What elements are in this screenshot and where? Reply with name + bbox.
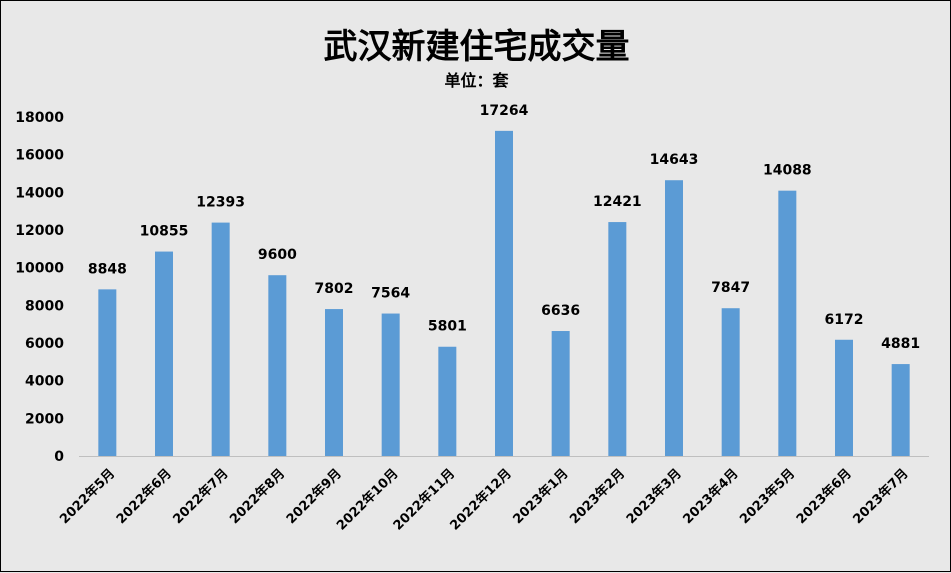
x-category-label: 2022年8月 bbox=[226, 466, 288, 528]
x-category-label: 2022年5月 bbox=[56, 466, 118, 528]
x-category-label: 2023年2月 bbox=[566, 466, 628, 528]
y-tick-label: 4000 bbox=[25, 374, 64, 390]
data-label: 14088 bbox=[763, 163, 812, 179]
chart-subtitle: 单位：套 bbox=[444, 71, 509, 90]
data-label: 17264 bbox=[480, 103, 529, 119]
y-tick-label: 8000 bbox=[25, 298, 64, 314]
bar bbox=[155, 251, 173, 456]
data-label: 7564 bbox=[371, 286, 410, 302]
data-label: 7802 bbox=[315, 281, 354, 297]
data-label: 8848 bbox=[88, 261, 127, 277]
y-tick-label: 16000 bbox=[15, 148, 64, 164]
bar bbox=[98, 289, 117, 456]
x-category-label: 2023年5月 bbox=[736, 466, 798, 528]
data-label: 10855 bbox=[140, 224, 189, 240]
bar bbox=[891, 364, 910, 456]
y-axis-ticks: 0 2000 4000 6000 8000 10000 12000 14000 16000 180… bbox=[15, 110, 64, 465]
data-label: 12421 bbox=[593, 194, 642, 210]
x-category-label: 2023年1月 bbox=[510, 466, 572, 528]
bar bbox=[665, 180, 683, 456]
data-labels: 8848 10855 12393 9600 7802 7564 5801 17264 6636 1… bbox=[88, 103, 920, 352]
bar bbox=[721, 308, 740, 456]
data-label: 4881 bbox=[881, 336, 920, 352]
y-tick-label: 14000 bbox=[15, 185, 64, 201]
data-label: 12393 bbox=[196, 195, 245, 211]
y-tick-label: 0 bbox=[54, 449, 64, 465]
x-category-label: 2023年6月 bbox=[793, 466, 855, 528]
data-label: 5801 bbox=[428, 319, 467, 335]
bar bbox=[268, 275, 287, 456]
bar bbox=[835, 339, 853, 456]
bars bbox=[98, 130, 910, 456]
category-labels: 2022年5月2022年6月2022年7月2022年8月2022年9月2022年… bbox=[56, 466, 911, 534]
y-tick-label: 6000 bbox=[25, 336, 64, 352]
data-label: 7847 bbox=[711, 280, 750, 296]
x-category-label: 2023年3月 bbox=[623, 466, 685, 528]
y-tick-label: 18000 bbox=[15, 110, 64, 126]
bar bbox=[778, 190, 797, 456]
bar bbox=[608, 222, 627, 456]
bar bbox=[438, 346, 457, 456]
x-category-label: 2022年6月 bbox=[113, 466, 175, 528]
x-category-label: 2023年4月 bbox=[680, 466, 742, 528]
x-category-label: 2022年7月 bbox=[170, 466, 232, 528]
y-tick-label: 2000 bbox=[25, 411, 64, 427]
x-category-label: 2023年7月 bbox=[850, 466, 912, 528]
bar bbox=[381, 313, 400, 456]
data-label: 6636 bbox=[541, 303, 580, 319]
data-label: 9600 bbox=[258, 247, 297, 263]
chart-title: 武汉新建住宅成交量 bbox=[323, 27, 630, 67]
bar bbox=[551, 331, 570, 456]
y-tick-label: 10000 bbox=[15, 261, 64, 277]
x-category-label: 2022年9月 bbox=[283, 466, 345, 528]
data-label: 6172 bbox=[825, 312, 864, 328]
y-tick-label: 12000 bbox=[15, 223, 64, 239]
bar bbox=[495, 130, 513, 456]
bar bbox=[211, 222, 230, 456]
bar bbox=[325, 309, 343, 456]
data-label: 14643 bbox=[650, 152, 699, 168]
